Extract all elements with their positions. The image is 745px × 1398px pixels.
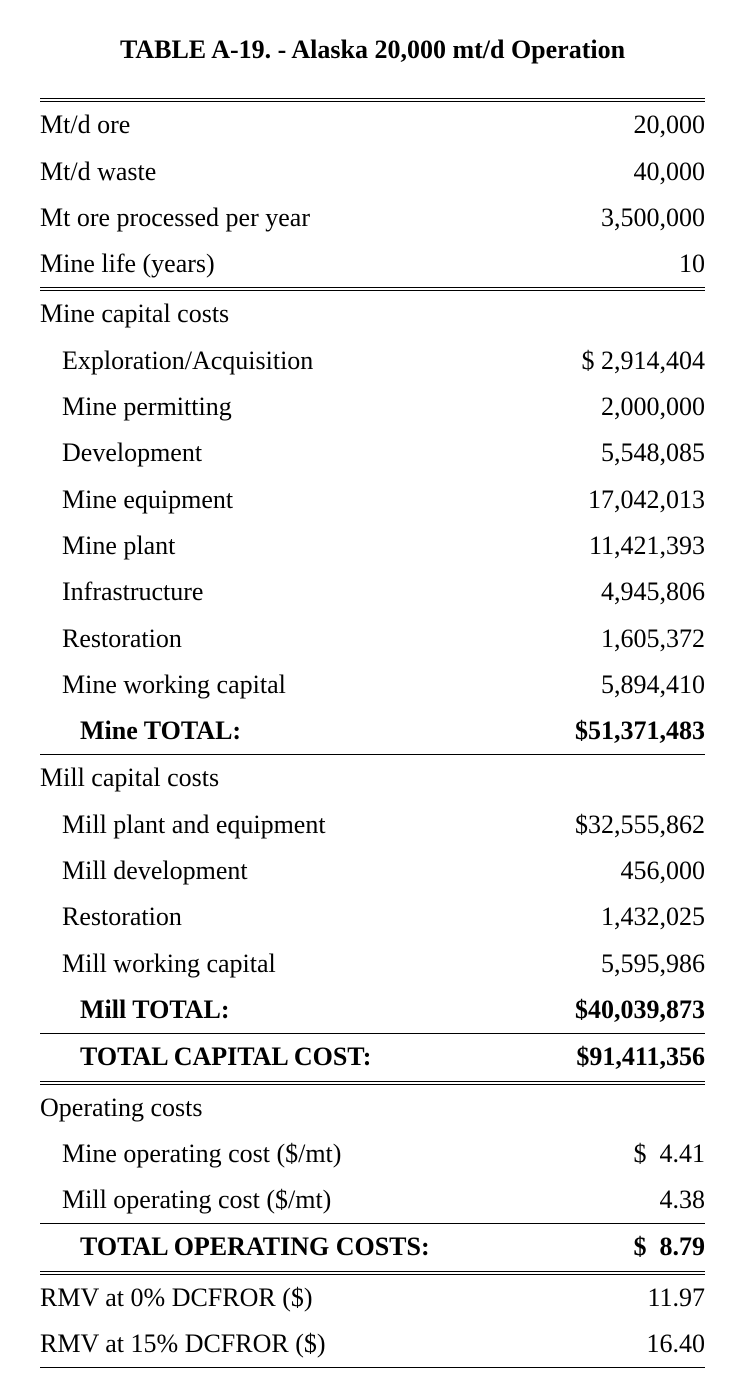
mill-development-value: 456,000 (539, 848, 705, 894)
table-row: Operating costs (40, 1085, 705, 1131)
table-row: TOTAL CAPITAL COST: $91,411,356 (40, 1034, 705, 1082)
mine-development-label: Development (40, 430, 539, 476)
mine-plant-label: Mine plant (40, 523, 539, 569)
operating-header: Operating costs (40, 1085, 539, 1131)
mill-total-value: $40,039,873 (539, 987, 705, 1034)
mtd-waste-value: 40,000 (539, 149, 705, 195)
mill-working-value: 5,595,986 (539, 941, 705, 987)
table-row: Mine plant 11,421,393 (40, 523, 705, 569)
mine-total-value: $51,371,483 (539, 708, 705, 755)
exploration-value: $ 2,914,404 (539, 338, 705, 384)
mine-life-value: 10 (539, 241, 705, 289)
mine-development-value: 5,548,085 (539, 430, 705, 476)
rmv15-label: RMV at 15% DCFROR ($) (40, 1321, 539, 1368)
table-row: Mill working capital 5,595,986 (40, 941, 705, 987)
mtd-ore-label: Mt/d ore (40, 102, 539, 148)
mill-op-label: Mill operating cost ($/mt) (40, 1177, 539, 1224)
mine-equipment-label: Mine equipment (40, 477, 539, 523)
total-operating-value: $ 8.79 (539, 1224, 705, 1272)
mill-restoration-value: 1,432,025 (539, 894, 705, 940)
table-row: Mill TOTAL: $40,039,873 (40, 987, 705, 1034)
mine-working-value: 5,894,410 (539, 662, 705, 708)
mine-life-label: Mine life (years) (40, 241, 539, 289)
mill-development-label: Mill development (40, 848, 539, 894)
table-row: Mine life (years) 10 (40, 241, 705, 289)
mtd-waste-label: Mt/d waste (40, 149, 539, 195)
table-row: Restoration 1,432,025 (40, 894, 705, 940)
mill-capital-header: Mill capital costs (40, 755, 539, 801)
mine-total-label: Mine TOTAL: (40, 708, 539, 755)
table-row: Mine permitting 2,000,000 (40, 384, 705, 430)
mine-op-label: Mine operating cost ($/mt) (40, 1131, 539, 1177)
mine-permitting-label: Mine permitting (40, 384, 539, 430)
mine-op-value: $ 4.41 (539, 1131, 705, 1177)
mill-plant-label: Mill plant and equipment (40, 802, 539, 848)
table-row: RMV at 0% DCFROR ($) 11.97 (40, 1275, 705, 1321)
rmv0-value: 11.97 (539, 1275, 705, 1321)
mine-capital-header: Mine capital costs (40, 291, 539, 337)
table-row: RMV at 15% DCFROR ($) 16.40 (40, 1321, 705, 1368)
mill-restoration-label: Restoration (40, 894, 539, 940)
table-row: Mt/d ore 20,000 (40, 102, 705, 148)
rmv15-value: 16.40 (539, 1321, 705, 1368)
table-row: Mine TOTAL: $51,371,483 (40, 708, 705, 755)
mt-processed-label: Mt ore processed per year (40, 195, 539, 241)
total-capital-label: TOTAL CAPITAL COST: (40, 1034, 539, 1082)
table-row: Exploration/Acquisition $ 2,914,404 (40, 338, 705, 384)
table-row: Mill operating cost ($/mt) 4.38 (40, 1177, 705, 1224)
table-row: Development 5,548,085 (40, 430, 705, 476)
mtd-ore-value: 20,000 (539, 102, 705, 148)
mill-working-label: Mill working capital (40, 941, 539, 987)
total-operating-label: TOTAL OPERATING COSTS: (40, 1224, 539, 1272)
total-capital-value: $91,411,356 (539, 1034, 705, 1082)
table-row: Mt ore processed per year 3,500,000 (40, 195, 705, 241)
mill-op-value: 4.38 (539, 1177, 705, 1224)
table-row: Mill development 456,000 (40, 848, 705, 894)
table-title: TABLE A-19. - Alaska 20,000 mt/d Operati… (40, 30, 705, 70)
table-row: Mine equipment 17,042,013 (40, 477, 705, 523)
mill-plant-value: $32,555,862 (539, 802, 705, 848)
table-row: Restoration 1,605,372 (40, 616, 705, 662)
table-row: Infrastructure 4,945,806 (40, 569, 705, 615)
infrastructure-label: Infrastructure (40, 569, 539, 615)
exploration-label: Exploration/Acquisition (40, 338, 539, 384)
table-row: Mt/d waste 40,000 (40, 149, 705, 195)
table-row: Mill capital costs (40, 755, 705, 801)
mine-working-label: Mine working capital (40, 662, 539, 708)
cost-table: Mt/d ore 20,000 Mt/d waste 40,000 Mt ore… (40, 98, 705, 1368)
table-row: Mine working capital 5,894,410 (40, 662, 705, 708)
infrastructure-value: 4,945,806 (539, 569, 705, 615)
table-row: Mine capital costs (40, 291, 705, 337)
mill-total-label: Mill TOTAL: (40, 987, 539, 1034)
table-row: Mill plant and equipment $32,555,862 (40, 802, 705, 848)
mine-permitting-value: 2,000,000 (539, 384, 705, 430)
table-row: Mine operating cost ($/mt) $ 4.41 (40, 1131, 705, 1177)
mine-restoration-label: Restoration (40, 616, 539, 662)
mt-processed-value: 3,500,000 (539, 195, 705, 241)
mine-plant-value: 11,421,393 (539, 523, 705, 569)
table-row: TOTAL OPERATING COSTS: $ 8.79 (40, 1224, 705, 1272)
mine-restoration-value: 1,605,372 (539, 616, 705, 662)
rmv0-label: RMV at 0% DCFROR ($) (40, 1275, 539, 1321)
mine-equipment-value: 17,042,013 (539, 477, 705, 523)
